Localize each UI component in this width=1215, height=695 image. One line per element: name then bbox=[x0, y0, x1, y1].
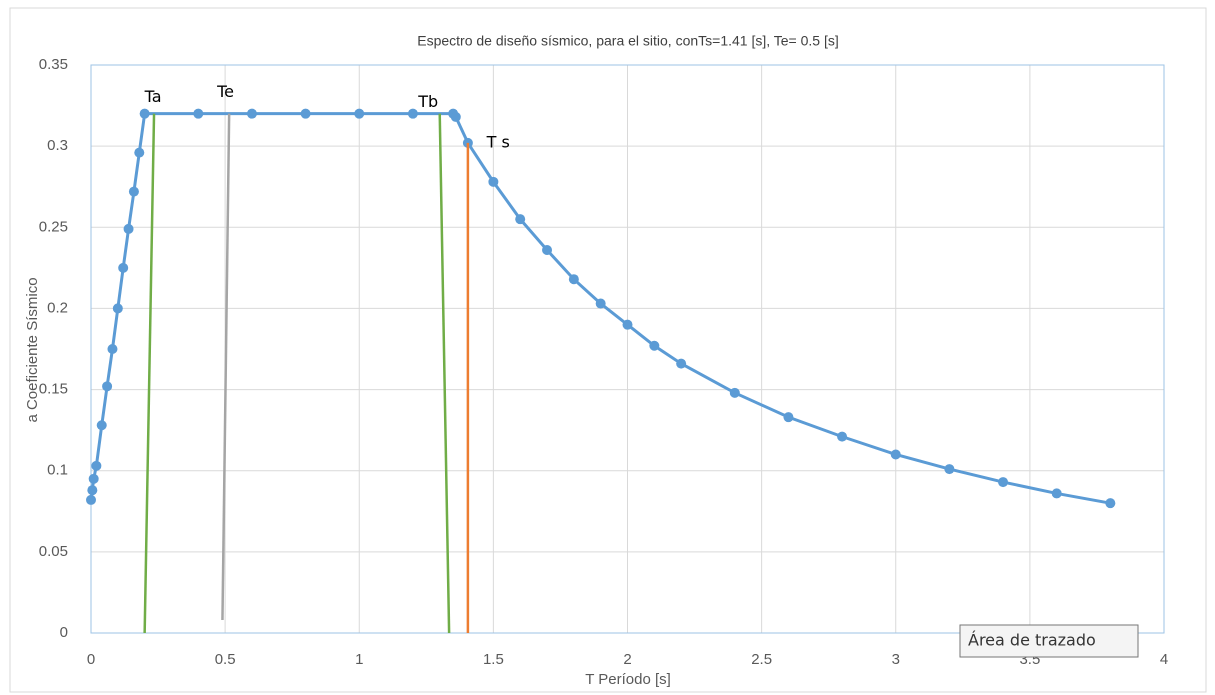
chart-frame bbox=[9, 7, 1207, 693]
y-tick-label: 0.3 bbox=[47, 137, 68, 154]
data-point bbox=[96, 420, 107, 431]
x-tick-label: 1.5 bbox=[483, 651, 504, 668]
x-tick-label: 3 bbox=[892, 651, 900, 668]
chart-title: Espectro de diseño sísmico, para el siti… bbox=[417, 33, 839, 49]
data-point bbox=[1051, 488, 1062, 499]
data-point bbox=[128, 186, 139, 197]
y-tick-label: 0.2 bbox=[47, 299, 68, 316]
annotation: T s bbox=[486, 132, 510, 151]
annotation: Ta bbox=[144, 87, 162, 106]
data-point bbox=[568, 274, 579, 285]
x-tick-label: 0.5 bbox=[215, 651, 236, 668]
data-point bbox=[123, 223, 134, 234]
x-tick-label: 4 bbox=[1160, 651, 1168, 668]
data-point bbox=[1105, 498, 1116, 509]
annotation: Te bbox=[216, 82, 234, 101]
tooltip: Área de trazado bbox=[968, 631, 1096, 650]
data-point bbox=[837, 431, 848, 442]
data-point bbox=[998, 477, 1009, 488]
data-point bbox=[139, 108, 150, 119]
y-tick-label: 0.35 bbox=[39, 56, 68, 73]
y-tick-label: 0 bbox=[60, 624, 68, 641]
y-tick-label: 0.1 bbox=[47, 462, 68, 479]
series-line bbox=[221, 113, 231, 621]
data-point bbox=[87, 485, 98, 496]
tooltip-box bbox=[959, 624, 1139, 658]
data-point bbox=[595, 298, 606, 309]
data-point bbox=[944, 464, 955, 475]
series-line bbox=[143, 113, 156, 634]
data-point bbox=[107, 344, 118, 354]
data-point bbox=[354, 108, 365, 119]
y-tick-label: 0.05 bbox=[39, 543, 68, 560]
data-point bbox=[450, 111, 461, 122]
x-axis-label: T Período [s] bbox=[585, 671, 671, 688]
x-tick-label: 1 bbox=[355, 651, 363, 668]
y-tick-label: 0.15 bbox=[39, 381, 68, 398]
x-tick-label: 2.5 bbox=[751, 651, 772, 668]
data-point bbox=[676, 358, 687, 369]
data-point bbox=[783, 412, 794, 423]
data-point bbox=[86, 494, 96, 505]
data-point bbox=[88, 473, 99, 484]
data-point bbox=[246, 108, 257, 119]
data-point bbox=[134, 147, 145, 158]
data-point bbox=[112, 303, 123, 314]
x-tick-label: 2 bbox=[623, 651, 631, 668]
plot-area bbox=[90, 64, 1165, 634]
series-line bbox=[438, 113, 451, 634]
y-tick-label: 0.25 bbox=[39, 218, 68, 235]
data-point bbox=[729, 387, 740, 398]
data-point bbox=[91, 460, 102, 471]
data-point bbox=[407, 108, 418, 119]
annotation: Tb bbox=[417, 92, 438, 111]
data-point bbox=[542, 245, 553, 256]
y-axis-label: a Coeficiente Sísmico bbox=[24, 277, 41, 422]
data-point bbox=[890, 449, 901, 460]
data-point bbox=[102, 381, 113, 392]
data-point bbox=[622, 319, 633, 330]
data-point bbox=[488, 176, 499, 187]
data-point bbox=[118, 262, 129, 273]
data-point bbox=[649, 340, 660, 351]
x-tick-label: 0 bbox=[87, 651, 95, 668]
data-point bbox=[515, 214, 526, 225]
data-point bbox=[193, 108, 204, 119]
data-point bbox=[300, 108, 311, 119]
